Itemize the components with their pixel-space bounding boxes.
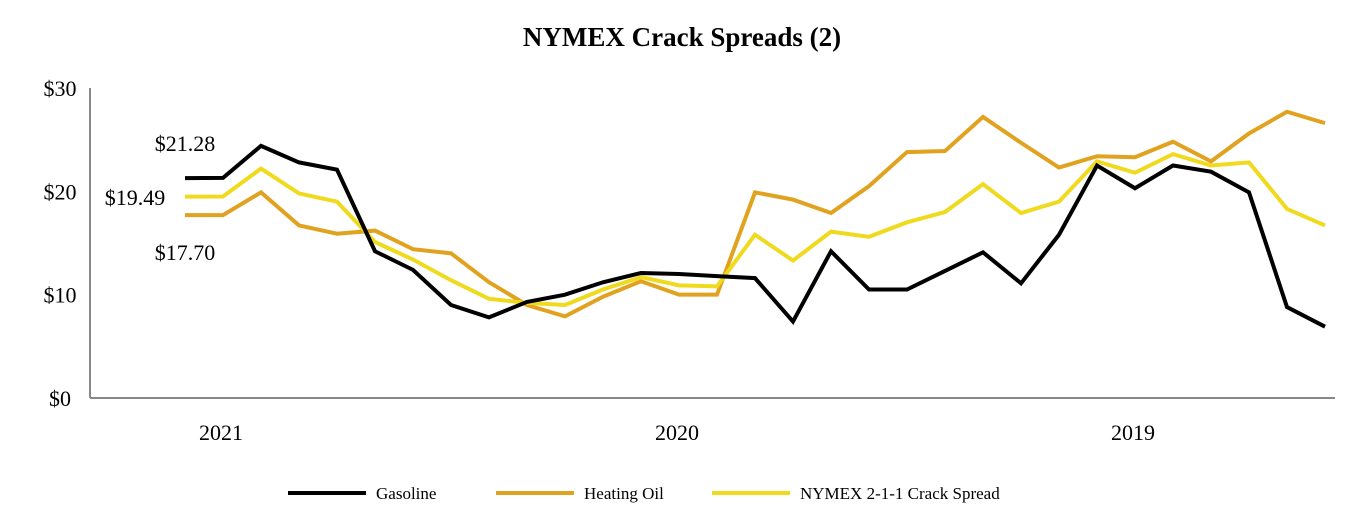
y-tick-label: $0 [49, 386, 71, 411]
x-tick-label: 2019 [1111, 420, 1155, 445]
series-line-heating-oil [185, 109, 1326, 319]
legend-label: NYMEX 2-1-1 Crack Spread [800, 484, 1000, 503]
series-line-gasoline [184, 143, 1326, 329]
legend-label: Gasoline [376, 484, 436, 503]
y-tick-label: $10 [44, 283, 77, 308]
series-line-nymex-2-1-1-crack-spread [184, 151, 1326, 308]
y-tick-label: $30 [44, 76, 77, 101]
x-tick-label: 2021 [199, 420, 243, 445]
data-label: $19.49 [105, 185, 166, 210]
y-tick-label: $20 [44, 179, 77, 204]
data-label: $17.70 [155, 240, 216, 265]
data-label: $21.28 [155, 131, 216, 156]
chart-title: NYMEX Crack Spreads (2) [523, 22, 841, 52]
legend-label: Heating Oil [584, 484, 664, 503]
x-tick-label: 2020 [655, 420, 699, 445]
